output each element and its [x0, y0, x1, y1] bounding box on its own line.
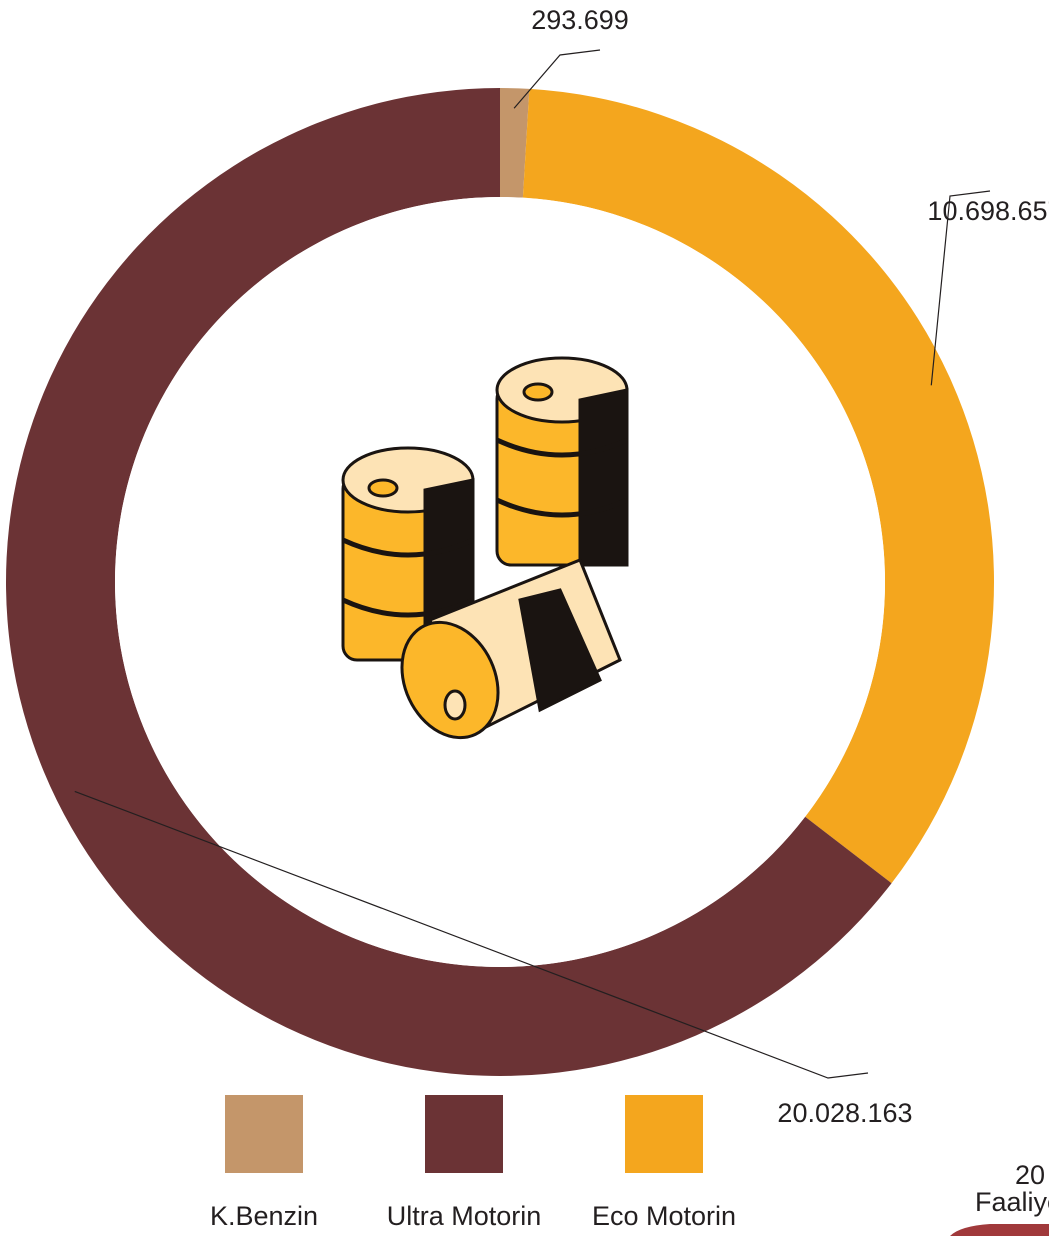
legend-label: K.Benzin — [210, 1201, 318, 1231]
value-label: 10.698.657 — [927, 196, 1049, 226]
value-label: 293.699 — [531, 5, 629, 35]
legend: K.Benzin Eco Motorin Ultra Motorin — [210, 1095, 736, 1231]
legend-label: Ultra Motorin — [387, 1201, 542, 1231]
value-label: 20.028.163 — [777, 1098, 912, 1128]
legend-swatch — [425, 1095, 503, 1173]
legend-swatch — [225, 1095, 303, 1173]
donut-hole — [115, 197, 885, 967]
legend-label: Eco Motorin — [592, 1201, 736, 1231]
corner-text: Faaliye — [975, 1187, 1049, 1217]
legend-swatch — [625, 1095, 703, 1173]
chart: K.Benzin Eco Motorin Ultra Motorin 20 Faal… — [0, 0, 1049, 1236]
corner-tab — [950, 1224, 1049, 1236]
corner-text: 20 — [1015, 1160, 1045, 1190]
